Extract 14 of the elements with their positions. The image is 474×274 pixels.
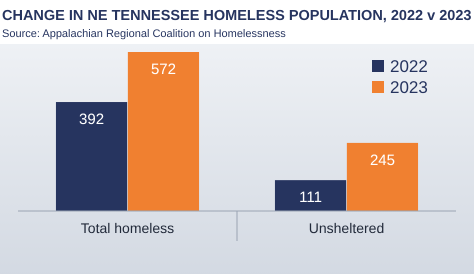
bar xyxy=(346,142,418,211)
x-tick-label: Unsheltered xyxy=(308,220,384,236)
bar xyxy=(56,102,128,211)
legend-label: 2022 xyxy=(390,57,428,76)
bar xyxy=(274,180,346,211)
data-label: 392 xyxy=(79,111,104,128)
data-label: 572 xyxy=(150,61,176,78)
x-tick-label: Total homeless xyxy=(80,220,174,236)
chart-title: CHANGE IN NE TENNESSEE HOMELESS POPULATION, 2022 v 2023 xyxy=(2,8,472,24)
data-label: 111 xyxy=(299,189,322,206)
legend-label: 2023 xyxy=(390,78,428,97)
data-label: 245 xyxy=(370,152,395,169)
bar xyxy=(128,52,200,211)
chart-subtitle: Source: Appalachian Regional Coalition on Homelessness xyxy=(2,28,286,40)
